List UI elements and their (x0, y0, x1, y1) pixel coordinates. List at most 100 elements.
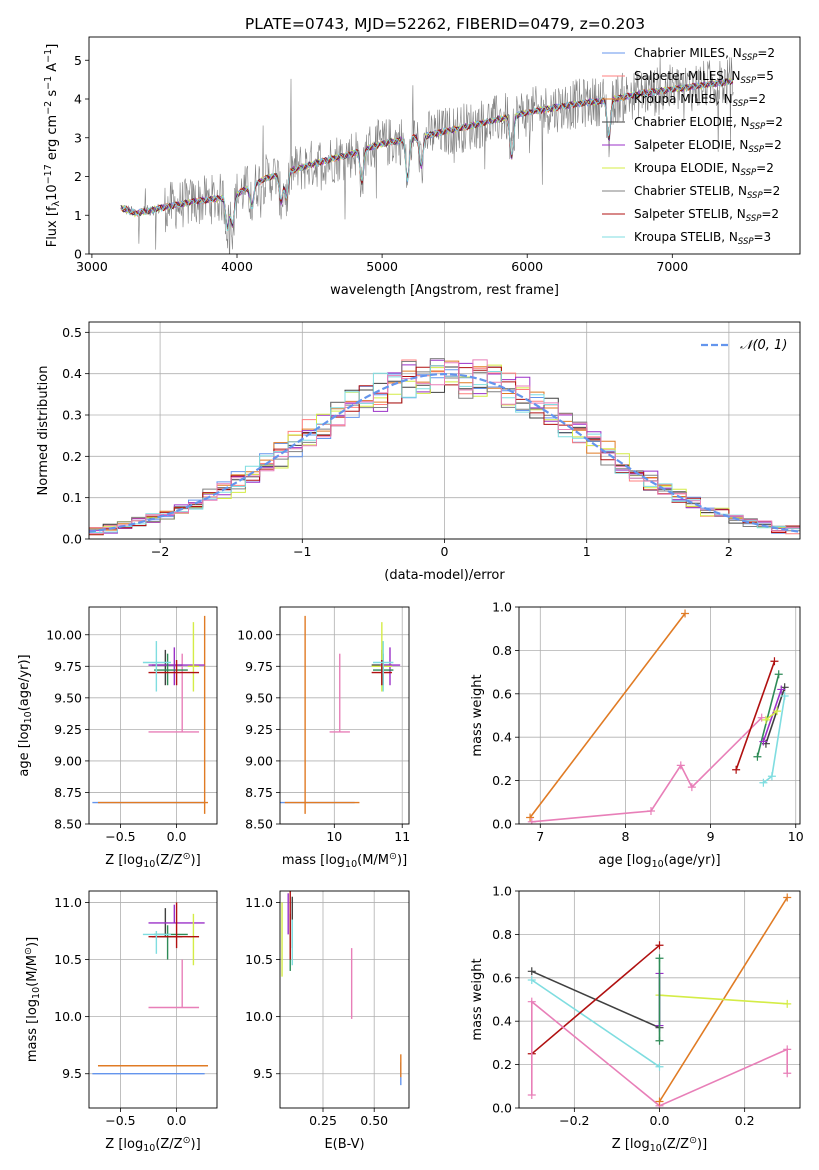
weight-point-marker (655, 941, 664, 950)
weight-point-marker (761, 715, 770, 724)
weight-point-marker (770, 657, 779, 666)
weight-point-marker (783, 1045, 792, 1054)
x-tick-label: 0.50 (360, 1113, 388, 1128)
y-tick-label: 0.6 (492, 970, 512, 985)
weight-series-line (531, 979, 660, 1068)
residuals-axes: −2 −1 0 1 2 0.0 0.1 0.2 0.3 0.4 0.5 (62, 322, 800, 559)
spectrum-ylabel: Flux [fλ10−17 erg cm−2 s−1 A−1] (43, 44, 62, 248)
y-tick-label: 10.5 (54, 952, 82, 967)
weight-point-marker (527, 997, 536, 1006)
weight-point-marker (655, 1097, 664, 1106)
y-tick-label: 9.5 (62, 1066, 82, 1081)
x-tick-label: −0.5 (105, 1113, 135, 1128)
weight-vs-age-xlabel: age [log10(age/yr)] (598, 853, 720, 870)
x-tick-label: 11 (394, 829, 410, 844)
spectrum-frame (88, 36, 801, 255)
y-tick-label: 9.25 (245, 722, 273, 737)
y-tick-label: 2 (74, 169, 82, 184)
x-tick-label: 5000 (366, 259, 398, 274)
x-tick-label: 10 (326, 829, 342, 844)
y-tick-label: 10.00 (237, 627, 273, 642)
x-tick-label: −0.2 (559, 1113, 589, 1128)
weight-point-marker (780, 691, 789, 700)
x-tick-label: −0.5 (105, 829, 135, 844)
y-tick-label: 0.4 (62, 366, 82, 381)
x-tick-label: 8 (621, 829, 629, 844)
weight-point-marker (759, 778, 768, 787)
model-spectrum-line-kroupa-stelib (120, 79, 734, 232)
legend-label: Salpeter MILES, NSSP=5 (634, 69, 774, 86)
y-tick-label: 1 (74, 208, 82, 223)
weight-point-marker (783, 1069, 792, 1078)
age-vs-Z-xlabel: Z [log10(Z/Z⊙)] (105, 851, 200, 870)
x-tick-label: 2 (725, 544, 733, 559)
legend-label: Kroupa STELIB, NSSP=3 (634, 230, 771, 247)
x-tick-label: 1 (583, 544, 591, 559)
y-tick-label: 3 (74, 130, 82, 145)
y-tick-label: 8.75 (54, 785, 82, 800)
y-tick-label: 0.8 (492, 927, 512, 942)
mass_vs_ebv-axes: 0.25 0.50 9.5 10.0 10.5 11.0 (245, 891, 409, 1128)
y-tick-label: 0.1 (62, 490, 82, 505)
spectrum-axes: 3000 4000 5000 6000 7000 0 1 2 3 4 5 (74, 53, 688, 274)
y-tick-label: 11.0 (54, 895, 82, 910)
weight-vs-Z-ylabel: mass weight (470, 958, 485, 1040)
y-tick-label: 8.50 (54, 817, 82, 832)
weight-point-marker (526, 813, 535, 822)
weight-point-marker (681, 609, 690, 618)
age_vs_Z-axes: −0.5 0.0 8.50 8.75 9.00 9.25 9.50 9.75 10.00 (46, 607, 217, 844)
y-tick-label: 0.3 (62, 408, 82, 423)
weight-point-marker (783, 999, 792, 1008)
x-tick-label: −2 (151, 544, 169, 559)
weight-point-marker (655, 954, 664, 963)
weight-series-line (659, 994, 788, 1005)
y-tick-label: 0.6 (492, 686, 512, 701)
y-tick-label: 10.00 (46, 627, 82, 642)
plots-layer: 3000 4000 5000 6000 7000 0 1 2 3 4 5 wavelength [An… (17, 36, 804, 1154)
weight-series-line (531, 944, 661, 1055)
weight-point-marker (527, 817, 536, 824)
y-tick-label: 0.5 (62, 325, 82, 340)
x-tick-label: 0.25 (309, 1113, 337, 1128)
age_vs_mass-frame (279, 606, 410, 825)
x-tick-label: 7000 (656, 259, 688, 274)
weight_vs_Z-frame (518, 890, 801, 1109)
y-tick-label: 0.4 (492, 1014, 512, 1029)
weight-series-line (735, 661, 776, 771)
residuals-xlabel: (data-model)/error (384, 568, 505, 583)
normal-curve-line (89, 372, 800, 533)
weight-point-marker (774, 670, 783, 679)
weight-point-marker (527, 975, 536, 984)
weight-point-marker (777, 685, 786, 694)
figure-title: PLATE=0743, MJD=52262, FIBERID=0479, z=0… (245, 15, 645, 33)
y-tick-label: 10.0 (54, 1009, 82, 1024)
mass-vs-Z-ylabel: mass [log10(M/M⊙)] (23, 937, 42, 1062)
x-tick-label: 7 (536, 829, 544, 844)
mass-vs-Z-xlabel: Z [log10(Z/Z⊙)] (105, 1135, 200, 1154)
weight-point-marker (655, 1036, 664, 1045)
mass_vs_Z-axes: −0.5 0.0 9.5 10.0 10.5 11.0 (54, 891, 217, 1128)
observed-spectrum-line (120, 54, 734, 254)
x-tick-label: 0.2 (735, 1113, 755, 1128)
weight-point-marker (676, 761, 685, 770)
y-tick-label: 9.75 (245, 659, 273, 674)
y-tick-label: 9.75 (54, 659, 82, 674)
legend-label: Chabrier ELODIE, NSSP=2 (634, 115, 783, 132)
legend-label: Salpeter STELIB, NSSP=2 (634, 207, 779, 224)
y-tick-label: 0.0 (492, 817, 512, 832)
legend-label: Kroupa MILES, NSSP=2 (634, 92, 766, 109)
weight-point-marker (732, 765, 741, 774)
weight-vs-Z-xlabel: Z [log10(Z/Z⊙)] (612, 1135, 707, 1154)
residuals-legend-label: 𝒩(0, 1) (740, 338, 787, 353)
y-tick-label: 1.0 (492, 884, 512, 899)
y-tick-label: 0.0 (492, 1101, 512, 1116)
model-spectrum-line-salpeter-stelib (120, 77, 734, 230)
weight_vs_Z-axes: −0.2 0.0 0.2 0.0 0.2 0.4 0.6 0.8 1.0 (492, 884, 800, 1128)
legend-label: Chabrier STELIB, NSSP=2 (634, 184, 780, 201)
residuals-ylabel: Normed distribution (36, 366, 51, 496)
weight-point-marker (783, 893, 792, 902)
weight-point-marker (759, 737, 768, 746)
y-tick-label: 5 (74, 53, 82, 68)
legend-label: Salpeter ELODIE, NSSP=2 (634, 138, 782, 155)
